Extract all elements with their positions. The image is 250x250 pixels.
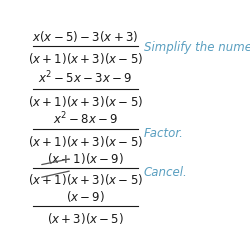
Text: Cancel.: Cancel.: [144, 166, 188, 179]
Text: $(x+1)(x+3)(x-5)$: $(x+1)(x+3)(x-5)$: [28, 172, 143, 188]
Text: Simplify the numera...: Simplify the numera...: [144, 41, 250, 54]
Text: $(x+1)(x+3)(x-5)$: $(x+1)(x+3)(x-5)$: [28, 134, 143, 149]
Text: $x^2-8x-9$: $x^2-8x-9$: [53, 110, 118, 127]
Text: $(x+3)(x-5)$: $(x+3)(x-5)$: [47, 211, 124, 226]
Text: $x^2-5x-3x-9$: $x^2-5x-3x-9$: [38, 70, 132, 87]
Text: $(x-9)$: $(x-9)$: [66, 189, 105, 204]
Text: $(x+1)(x+3)(x-5)$: $(x+1)(x+3)(x-5)$: [28, 94, 143, 108]
Text: $(x+1)(x+3)(x-5)$: $(x+1)(x+3)(x-5)$: [28, 51, 143, 66]
Text: $x(x-5)-3(x+3)$: $x(x-5)-3(x+3)$: [32, 30, 138, 44]
Text: Factor.: Factor.: [144, 128, 184, 140]
Text: $(x+1)(x-9)$: $(x+1)(x-9)$: [47, 151, 124, 166]
